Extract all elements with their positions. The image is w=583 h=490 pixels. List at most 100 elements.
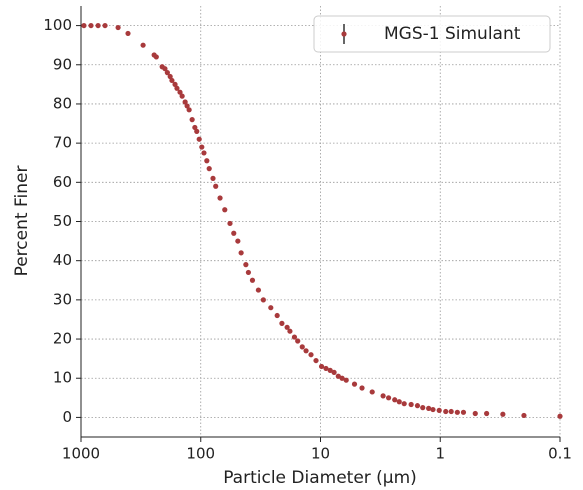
data-point [95, 22, 101, 29]
data-point [521, 412, 527, 419]
data-point [192, 124, 198, 131]
data-point [260, 297, 266, 303]
data-point [227, 220, 233, 227]
legend-marker [341, 31, 347, 37]
data-point [222, 207, 228, 213]
data-point [279, 320, 285, 326]
data-point [323, 365, 329, 372]
legend: MGS-1 Simulant [313, 15, 551, 53]
data-point [274, 312, 280, 319]
data-point [448, 408, 454, 415]
data-point [369, 389, 375, 395]
data-point [351, 381, 358, 387]
y-tick-label: 30 [53, 290, 72, 308]
y-tick-label: 70 [53, 134, 72, 152]
data-point [238, 250, 244, 256]
data-point [385, 395, 392, 401]
data-point [343, 377, 349, 383]
x-axis-label: Particle Diameter (µm) [223, 468, 417, 488]
data-point [268, 305, 274, 311]
data-point [500, 411, 506, 417]
y-tick-label: 10 [53, 369, 72, 387]
data-point [189, 117, 195, 123]
data-point [199, 144, 205, 150]
data-point [287, 328, 293, 334]
data-point [436, 407, 442, 413]
data-point [125, 30, 131, 37]
data-point [303, 348, 309, 354]
data-point [327, 367, 333, 373]
data-point [313, 357, 319, 364]
data-point [174, 85, 180, 91]
y-tick-label: 50 [53, 212, 72, 230]
data-point [443, 408, 449, 415]
y-tick-label: 20 [53, 330, 72, 348]
y-tick-label: 100 [43, 16, 72, 34]
legend-label: MGS-1 Simulant [384, 24, 521, 44]
data-point [177, 89, 183, 95]
data-point [194, 128, 200, 134]
data-point [231, 230, 237, 236]
data-point [426, 405, 432, 411]
y-tick-label: 40 [53, 251, 72, 269]
y-tick-label: 90 [53, 55, 72, 73]
data-point [339, 375, 345, 381]
data-point [210, 175, 216, 181]
data-point [380, 393, 386, 399]
data-point [392, 397, 398, 403]
data-point [255, 287, 262, 293]
data-point [169, 77, 175, 84]
data-point [396, 399, 402, 405]
y-axis-label: Percent Finer [12, 166, 32, 277]
data-point [217, 195, 223, 201]
data-point [318, 363, 325, 370]
data-point [245, 269, 252, 276]
y-tick-label: 60 [53, 173, 72, 191]
data-point [472, 410, 478, 417]
data-point [206, 166, 212, 172]
data-point [243, 262, 249, 268]
data-point [179, 93, 185, 99]
y-tick-label: 0 [62, 408, 72, 426]
data-point [115, 24, 121, 31]
data-point [213, 183, 219, 189]
data-point [460, 409, 467, 415]
data-point [235, 238, 241, 244]
data-point [331, 369, 337, 375]
data-point [88, 22, 94, 29]
legend-box [313, 15, 551, 53]
data-point [408, 401, 414, 408]
data-point [186, 107, 192, 113]
data-point [182, 99, 188, 105]
data-point [420, 405, 426, 411]
data-point [308, 352, 314, 358]
data-point [162, 66, 168, 72]
x-tick-label: 1 [435, 445, 445, 463]
data-point [414, 403, 421, 409]
data-point [184, 103, 190, 109]
data-point [167, 73, 173, 80]
x-tick-label: 10 [311, 445, 330, 463]
x-tick-label: 1000 [62, 445, 100, 463]
data-point [359, 385, 365, 391]
x-tick-label: 0.1 [548, 445, 572, 463]
data-point [284, 324, 290, 330]
data-point [454, 409, 460, 415]
data-point [295, 338, 301, 344]
data-point [172, 81, 178, 87]
data-point [401, 401, 407, 407]
data-point [196, 136, 202, 142]
data-point [204, 158, 210, 164]
data-point [430, 406, 436, 413]
data-point [81, 22, 87, 29]
data-point [164, 70, 170, 76]
data-point [299, 344, 305, 350]
data-point [249, 277, 256, 283]
y-tick-label: 80 [53, 94, 72, 112]
data-point [484, 410, 490, 417]
data-point [102, 22, 108, 29]
data-point [291, 334, 298, 340]
x-tick-label: 100 [186, 445, 215, 463]
data-point [201, 150, 207, 156]
